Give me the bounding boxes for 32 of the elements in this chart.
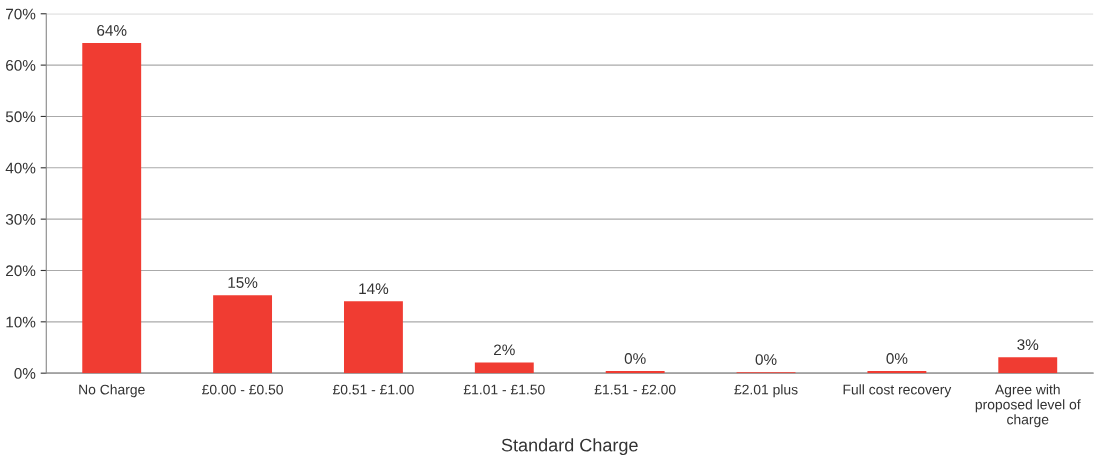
bar [82,43,142,374]
data-label: 2% [494,344,515,356]
y-tick-label: 10% [6,316,36,328]
y-tick-label: 70% [6,8,36,20]
y-tick-label: 60% [6,59,36,71]
y-tick-label: 20% [6,265,36,277]
bar [605,371,665,374]
x-tick-label: Full cost recovery [843,384,952,398]
x-tick-label: £0.51 - £1.00 [332,384,414,395]
x-tick-label: £2.01 plus [734,384,798,398]
x-tick-label: Agree with proposed level of charge [975,384,1081,428]
data-label: 0% [755,354,777,365]
data-label: 15% [228,277,258,288]
x-tick-label: No Charge [79,384,145,398]
data-label: 3% [1017,339,1039,351]
data-label: 14% [359,283,389,295]
bar [474,362,534,374]
x-tick-label: £0.00 - £0.50 [202,384,283,395]
bar [213,295,273,374]
x-axis-title: Standard Charge [501,438,638,456]
data-label: 0% [886,353,908,364]
bar [867,371,927,374]
y-tick-label: 30% [5,214,36,225]
bar [998,357,1058,374]
bar [344,301,403,374]
data-label: 64% [97,25,127,36]
x-tick-label: £1.51 - £2.00 [594,384,676,395]
y-tick-label: 0% [14,368,36,379]
data-label: 0% [624,353,646,364]
y-tick-label: 40% [5,162,36,174]
x-tick-label: £1.01 - £1.50 [463,384,545,395]
y-tick-label: 50% [5,111,36,123]
